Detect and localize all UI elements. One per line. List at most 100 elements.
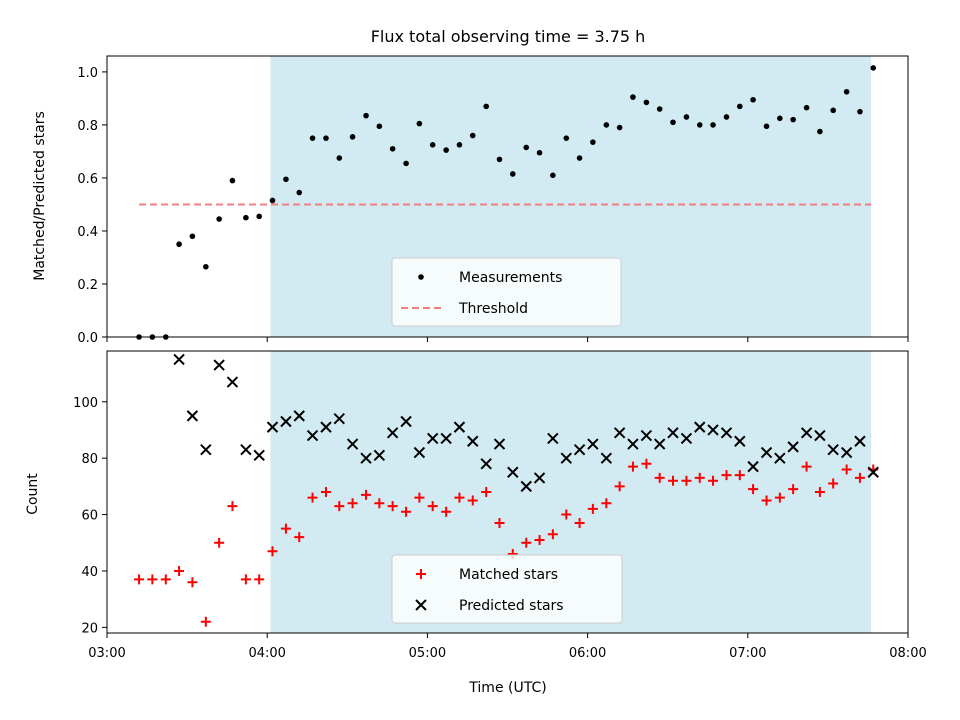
matched-star-point — [320, 487, 331, 497]
measurement-point — [349, 134, 356, 140]
predicted-star-point — [200, 443, 212, 456]
matched-star-point — [187, 577, 198, 588]
matched-star-point — [174, 565, 185, 576]
predicted-star-point — [734, 435, 746, 447]
matched-star-point — [694, 472, 705, 483]
measurement-point — [376, 123, 383, 130]
predicted-star-point — [440, 432, 452, 445]
measurement-point — [843, 88, 850, 95]
matched-star-point — [574, 518, 585, 529]
measurement-point — [189, 233, 196, 240]
series-matched-stars — [134, 458, 879, 627]
measurement-point — [456, 142, 463, 148]
matched-star-point — [814, 487, 825, 497]
matched-star-point — [734, 470, 745, 481]
matched-star-point — [347, 498, 358, 509]
legend-predicted-swatch — [415, 599, 427, 611]
legend-label: Matched stars — [459, 567, 558, 583]
measurement-point — [736, 103, 743, 110]
matched-star-point — [387, 501, 398, 512]
predicted-star-point — [653, 438, 666, 450]
predicted-star-point — [280, 415, 292, 428]
predicted-star-point — [760, 446, 773, 459]
measurement-point — [723, 114, 730, 120]
predicted-star-point — [266, 421, 279, 433]
measurement-point — [429, 142, 436, 148]
predicted-star-point — [507, 466, 519, 478]
predicted-star-point — [333, 412, 345, 425]
measurement-point — [803, 104, 810, 111]
measurement-point — [296, 189, 303, 196]
top-y-axis-title: Matched/Predicted stars — [32, 111, 48, 281]
measurement-point — [176, 241, 182, 248]
matched-star-point — [441, 506, 452, 517]
predicted-star-point — [386, 427, 399, 439]
count-legend-box — [391, 554, 623, 624]
matched-star-point — [280, 523, 291, 534]
predicted-star-point — [320, 421, 332, 433]
measurement-point — [603, 122, 610, 128]
predicted-star-point — [854, 435, 866, 447]
matched-star-point — [614, 481, 625, 492]
measurement-point — [777, 115, 783, 122]
predicted-star-point — [694, 421, 706, 433]
series-measurements — [136, 65, 877, 340]
predicted-star-point — [640, 429, 653, 442]
matched-star-point — [774, 492, 785, 503]
legend-matched-swatch — [416, 569, 426, 579]
matched-star-point — [627, 461, 638, 472]
predicted-star-point — [426, 432, 439, 445]
matched-star-point — [534, 534, 545, 545]
matched-star-point — [414, 492, 425, 503]
x-tick-label: 04:00 — [248, 646, 285, 661]
predicted-star-point — [293, 410, 305, 422]
predicted-star-point — [467, 435, 479, 447]
predicted-star-point — [240, 443, 252, 456]
predicted-star-point — [800, 427, 813, 439]
predicted-star-point — [226, 376, 239, 388]
predicted-star-point — [533, 472, 546, 484]
count-axes-frame — [106, 350, 909, 634]
chart-title: Flux total observing time = 3.75 h — [371, 27, 646, 46]
predicted-star-point — [613, 427, 626, 439]
matched-star-point — [748, 484, 759, 495]
measurement-point — [203, 263, 209, 270]
measurement-point — [336, 155, 343, 161]
measurement-point — [630, 94, 636, 100]
measurement-point — [750, 96, 756, 103]
predicted-star-point — [587, 438, 599, 450]
measurement-point — [590, 139, 596, 145]
matched-star-point — [547, 529, 558, 540]
predicted-star-point — [173, 353, 185, 366]
matched-star-point — [601, 498, 612, 509]
measurement-point — [710, 122, 716, 128]
predicted-star-point — [707, 424, 719, 436]
measurement-point — [229, 177, 236, 184]
measurement-point — [216, 216, 222, 222]
matched-star-point — [788, 484, 799, 495]
predicted-star-point — [493, 438, 506, 450]
predicted-star-point — [720, 427, 733, 439]
measurement-point — [563, 135, 570, 141]
measurement-point — [269, 197, 276, 204]
count-y-tick-label: 80 — [81, 452, 98, 467]
legend-label: Predicted stars — [459, 598, 564, 614]
measurement-point — [509, 171, 516, 177]
x-tick-label: 07:00 — [729, 646, 766, 661]
matched-star-point — [521, 537, 532, 548]
count-y-tick-label: 60 — [81, 509, 98, 524]
measurement-point — [243, 214, 249, 221]
measurement-point — [536, 149, 543, 156]
predicted-star-point — [560, 452, 573, 464]
measurement-point — [817, 128, 823, 135]
x-tick-label: 06:00 — [569, 646, 606, 661]
matched-star-point — [361, 489, 372, 500]
ratio-y-tick-label: 0.6 — [77, 172, 98, 187]
legend-measurements-swatch — [418, 274, 424, 280]
measurement-point — [443, 147, 449, 153]
predicted-star-point — [627, 438, 639, 450]
measurement-point — [670, 119, 676, 126]
matched-star-point — [307, 492, 318, 503]
matched-star-point — [854, 472, 865, 483]
